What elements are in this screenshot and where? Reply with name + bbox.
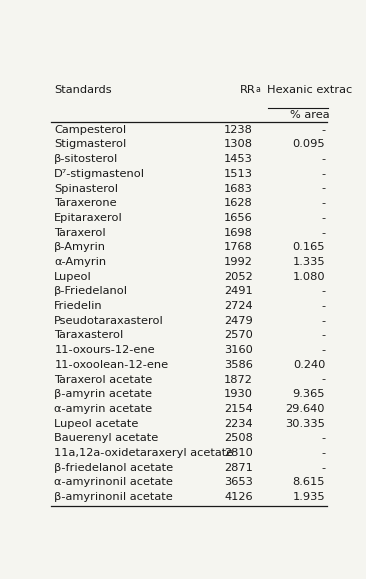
Text: 1308: 1308 — [224, 140, 253, 149]
Text: β-Amyrin: β-Amyrin — [54, 242, 106, 252]
Text: -: - — [321, 316, 325, 326]
Text: β-Friedelanol: β-Friedelanol — [54, 287, 128, 296]
Text: 1768: 1768 — [224, 242, 253, 252]
Text: 0.240: 0.240 — [293, 360, 325, 370]
Text: Friedelin: Friedelin — [54, 301, 103, 311]
Text: Taraxerone: Taraxerone — [54, 198, 117, 208]
Text: Stigmasterol: Stigmasterol — [54, 140, 127, 149]
Text: 11-oxoolean-12-ene: 11-oxoolean-12-ene — [54, 360, 168, 370]
Text: 9.365: 9.365 — [293, 389, 325, 400]
Text: 2724: 2724 — [224, 301, 253, 311]
Text: Taraxerol acetate: Taraxerol acetate — [54, 375, 153, 384]
Text: 8.615: 8.615 — [293, 478, 325, 488]
Text: 0.095: 0.095 — [292, 140, 325, 149]
Text: 1656: 1656 — [224, 213, 253, 223]
Text: D⁷-stigmastenol: D⁷-stigmastenol — [54, 169, 145, 179]
Text: 1453: 1453 — [224, 154, 253, 164]
Text: 1698: 1698 — [224, 228, 253, 237]
Text: Campesterol: Campesterol — [54, 124, 126, 135]
Text: 1872: 1872 — [224, 375, 253, 384]
Text: -: - — [321, 463, 325, 473]
Text: Taraxasterol: Taraxasterol — [54, 331, 123, 340]
Text: Pseudotaraxasterol: Pseudotaraxasterol — [54, 316, 164, 326]
Text: 29.640: 29.640 — [285, 404, 325, 414]
Text: α-amyrinonil acetate: α-amyrinonil acetate — [54, 478, 173, 488]
Text: 1.080: 1.080 — [292, 272, 325, 282]
Text: a: a — [256, 85, 261, 94]
Text: β-amyrin acetate: β-amyrin acetate — [54, 389, 152, 400]
Text: -: - — [321, 124, 325, 135]
Text: -: - — [321, 213, 325, 223]
Text: 2570: 2570 — [224, 331, 253, 340]
Text: β-friedelanol acetate: β-friedelanol acetate — [54, 463, 173, 473]
Text: 1930: 1930 — [224, 389, 253, 400]
Text: 2154: 2154 — [224, 404, 253, 414]
Text: Bauerenyl acetate: Bauerenyl acetate — [54, 433, 158, 444]
Text: -: - — [321, 331, 325, 340]
Text: 2479: 2479 — [224, 316, 253, 326]
Text: -: - — [321, 169, 325, 179]
Text: 30.335: 30.335 — [285, 419, 325, 428]
Text: Lupeol acetate: Lupeol acetate — [54, 419, 139, 428]
Text: 3653: 3653 — [224, 478, 253, 488]
Text: -: - — [321, 198, 325, 208]
Text: 11a,12a-oxidetaraxeryl acetate: 11a,12a-oxidetaraxeryl acetate — [54, 448, 234, 458]
Text: 1992: 1992 — [224, 257, 253, 267]
Text: -: - — [321, 228, 325, 237]
Text: 1513: 1513 — [224, 169, 253, 179]
Text: Lupeol: Lupeol — [54, 272, 92, 282]
Text: 1.335: 1.335 — [292, 257, 325, 267]
Text: -: - — [321, 301, 325, 311]
Text: 0.165: 0.165 — [293, 242, 325, 252]
Text: β-sitosterol: β-sitosterol — [54, 154, 119, 164]
Text: 1238: 1238 — [224, 124, 253, 135]
Text: -: - — [321, 448, 325, 458]
Text: -: - — [321, 433, 325, 444]
Text: -: - — [321, 287, 325, 296]
Text: α-Amyrin: α-Amyrin — [54, 257, 107, 267]
Text: -: - — [321, 154, 325, 164]
Text: 2491: 2491 — [224, 287, 253, 296]
Text: 4126: 4126 — [224, 492, 253, 502]
Text: RR: RR — [240, 85, 256, 95]
Text: Spinasterol: Spinasterol — [54, 184, 118, 193]
Text: Taraxerol: Taraxerol — [54, 228, 106, 237]
Text: Hexanic extrac: Hexanic extrac — [267, 85, 352, 95]
Text: 11-oxours-12-ene: 11-oxours-12-ene — [54, 345, 155, 355]
Text: 2871: 2871 — [224, 463, 253, 473]
Text: 1683: 1683 — [224, 184, 253, 193]
Text: 2052: 2052 — [224, 272, 253, 282]
Text: % area: % area — [290, 109, 329, 120]
Text: 1.935: 1.935 — [292, 492, 325, 502]
Text: 3160: 3160 — [224, 345, 253, 355]
Text: β-amyrinonil acetate: β-amyrinonil acetate — [54, 492, 173, 502]
Text: -: - — [321, 184, 325, 193]
Text: -: - — [321, 345, 325, 355]
Text: 2810: 2810 — [224, 448, 253, 458]
Text: α-amyrin acetate: α-amyrin acetate — [54, 404, 152, 414]
Text: 2234: 2234 — [224, 419, 253, 428]
Text: 1628: 1628 — [224, 198, 253, 208]
Text: Standards: Standards — [54, 85, 112, 95]
Text: 2508: 2508 — [224, 433, 253, 444]
Text: -: - — [321, 375, 325, 384]
Text: Epitaraxerol: Epitaraxerol — [54, 213, 123, 223]
Text: 3586: 3586 — [224, 360, 253, 370]
